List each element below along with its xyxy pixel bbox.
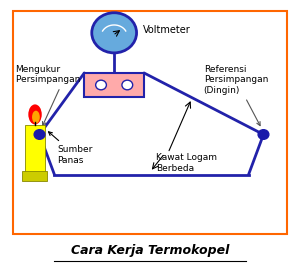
Text: Mengukur
Persimpangan (Panas): Mengukur Persimpangan (Panas) (16, 65, 116, 126)
Circle shape (92, 13, 136, 53)
Text: Cara Kerja Termokopel: Cara Kerja Termokopel (71, 245, 229, 257)
Circle shape (96, 80, 106, 90)
Text: Sumber
Panas: Sumber Panas (49, 132, 93, 165)
Text: Kawat Logam
Berbeda: Kawat Logam Berbeda (156, 153, 217, 173)
Bar (13, 11, 287, 233)
Text: Voltmeter: Voltmeter (142, 25, 190, 35)
Circle shape (122, 80, 133, 90)
Bar (22, 171, 47, 181)
Bar (84, 73, 144, 97)
Ellipse shape (28, 104, 42, 125)
Circle shape (258, 130, 269, 139)
Ellipse shape (32, 111, 40, 123)
Bar (25, 125, 45, 172)
Text: Referensi
Persimpangan
(Dingin): Referensi Persimpangan (Dingin) (204, 65, 268, 126)
Circle shape (34, 130, 45, 139)
